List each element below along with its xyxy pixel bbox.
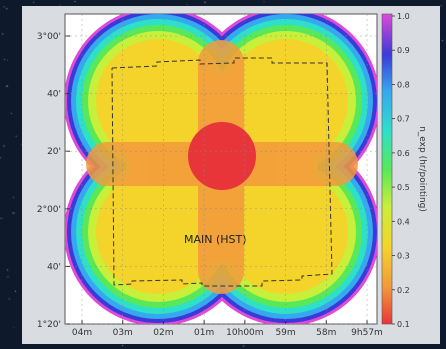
colorbar: [381, 13, 393, 325]
colorbar-tick-label: 0.1: [397, 320, 410, 329]
y-tick-label: 1°20': [37, 320, 61, 330]
coverage-map: [65, 14, 377, 324]
colorbar-tick-label: 0.3: [397, 252, 410, 261]
colorbar-tick-label: 0.2: [397, 286, 410, 295]
x-tick-label: 10h00m: [226, 328, 263, 338]
colorbar-tick-label: 0.5: [397, 183, 410, 192]
colorbar-label: n_exp (hr/pointing): [417, 126, 427, 212]
colorbar-tick-label: 1.0: [397, 12, 410, 21]
y-tick-label: 2°00': [37, 205, 61, 215]
colorbar-tick-label: 0.8: [397, 80, 410, 89]
hst-footprint-outline: [111, 57, 333, 287]
x-tick-label: 9h57m: [351, 328, 383, 338]
y-tick-label: 3°00': [37, 32, 61, 42]
y-tick-label: 40': [47, 90, 61, 100]
y-axis-ticks: 3°00' 40' 20' 2°00' 40' 1°20': [37, 32, 377, 330]
y-tick-label: 20': [47, 147, 61, 157]
x-tick-label: 02m: [153, 328, 173, 338]
x-tick-label: 01m: [194, 328, 214, 338]
x-tick-label: 58m: [316, 328, 336, 338]
coverage-heatmap-chart: MAIN (HST) 04m 03m 02m 01m 10h00m 59m 58m 9h57m…: [37, 12, 427, 338]
colorbar-tick-label: 0.4: [397, 217, 410, 226]
x-tick-label: 03m: [113, 328, 133, 338]
x-axis-ticks: 04m 03m 02m 01m 10h00m 59m 58m 9h57m: [72, 14, 383, 338]
colorbar-tick-label: 0.7: [397, 115, 410, 124]
main-hst-label: MAIN (HST): [184, 233, 247, 246]
x-tick-label: 04m: [72, 328, 92, 338]
colorbar-tick-label: 0.9: [397, 46, 410, 55]
colorbar-ticks: 1.0 0.9 0.8 0.7 0.6 0.5 0.4 0.3 0.2 0.1: [392, 12, 410, 329]
colorbar-tick-label: 0.6: [397, 149, 410, 158]
y-tick-label: 40': [47, 262, 61, 272]
x-tick-label: 59m: [275, 328, 295, 338]
coverage-peak: [188, 122, 256, 190]
